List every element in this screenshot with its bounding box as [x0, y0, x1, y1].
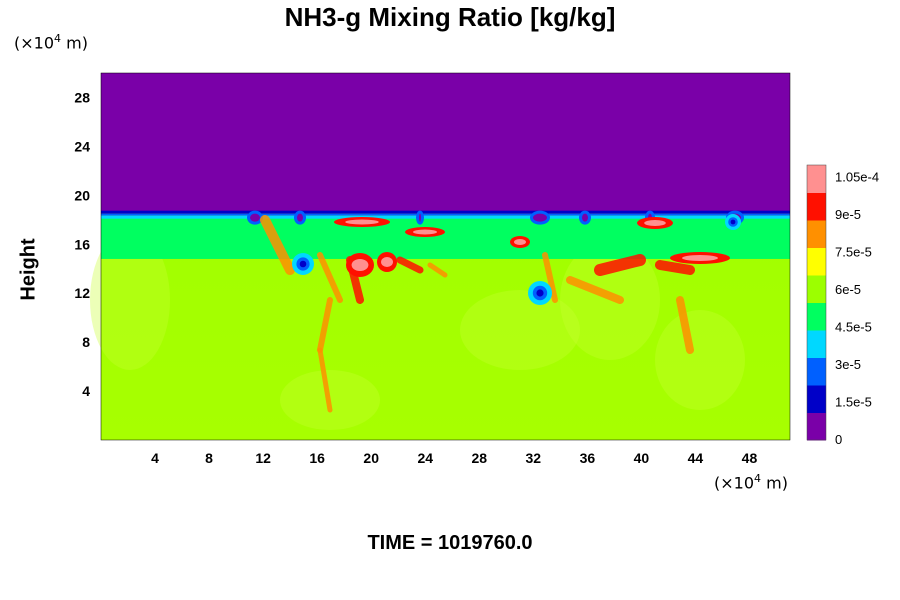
plot-area: [90, 72, 791, 441]
swirl-patch: [460, 290, 580, 370]
plume-streak: [566, 276, 624, 304]
interface-lightblue: [101, 213, 790, 216]
x-tick-label: 44: [688, 450, 704, 466]
colorbar-tick-label: 7.5e-5: [835, 245, 872, 260]
time-label: TIME = 1019760.0: [367, 532, 533, 554]
colorbar-segment: [807, 220, 826, 248]
eddy-center: [730, 219, 736, 225]
colorbar-frame: [806, 164, 827, 441]
colorbar-tick-label: 4.5e-5: [835, 320, 872, 335]
y-tick-label: 20: [74, 187, 90, 203]
y-tick-label: 24: [74, 138, 90, 154]
eddy-center: [299, 260, 307, 268]
plume-streak: [317, 252, 343, 303]
colorbar-segment: [807, 275, 826, 303]
plume-streak: [594, 254, 646, 276]
x-tick-label: 16: [309, 450, 325, 466]
high-blob-core: [345, 219, 379, 225]
interface-blue: [101, 210, 790, 214]
colorbar-segment: [807, 247, 826, 276]
colorbar-tick-label: 1.05e-4: [835, 170, 879, 185]
upper-layer: [101, 73, 790, 214]
plume-streak: [396, 256, 424, 274]
plume-streak: [317, 297, 333, 353]
x-axis-ticks: 4 8 12 16 20 24 28 32 36 40 44 48: [151, 450, 757, 466]
eddy-center: [536, 289, 544, 297]
interface-cyan: [101, 215, 790, 219]
colorbar-segment: [807, 385, 826, 413]
high-blob-core: [514, 239, 526, 245]
plot-frame: [100, 72, 791, 441]
green-band: [101, 217, 790, 259]
chart-title: NH3-g Mixing Ratio [kg/kg]: [284, 2, 616, 32]
y-tick-label: 8: [82, 334, 90, 350]
plume-streak: [655, 260, 695, 275]
colorbar-tick-label: 3e-5: [835, 357, 861, 372]
x-tick-label: 8: [205, 450, 213, 466]
colorbar-segment: [807, 165, 826, 193]
colorbar-segment: [807, 192, 826, 221]
x-tick-label: 36: [580, 450, 596, 466]
swirl-patch: [90, 230, 170, 370]
colorbar-segment: [807, 357, 826, 386]
x-tick-label: 20: [363, 450, 379, 466]
colorbar-tick-label: 6e-5: [835, 282, 861, 297]
y-axis-unit: (×104 m): [14, 32, 88, 53]
plume-streak: [427, 262, 448, 278]
x-tick-label: 12: [255, 450, 271, 466]
plume-streak: [317, 347, 333, 413]
interface-dip-core: [582, 213, 588, 222]
x-tick-label: 32: [526, 450, 542, 466]
y-tick-label: 4: [82, 383, 90, 399]
x-tick-label: 48: [742, 450, 758, 466]
high-blob-core: [644, 220, 666, 226]
high-blob-core: [351, 259, 369, 271]
y-axis-ticks: 4 8 12 16 20 24 28: [74, 89, 90, 399]
y-tick-label: 28: [74, 89, 90, 105]
x-tick-label: 4: [151, 450, 159, 466]
colorbar-segment: [807, 412, 826, 441]
swirl-patch: [655, 310, 745, 410]
interface-dip-core: [419, 213, 421, 222]
colorbar: 0 1.5e-5 3e-5 4.5e-5 6e-5 7.5e-5 9e-5 1.05e-4: [806, 164, 879, 447]
x-tick-label: 40: [634, 450, 650, 466]
x-tick-label: 28: [471, 450, 487, 466]
high-blob-core: [413, 229, 437, 235]
y-tick-label: 16: [74, 236, 90, 252]
y-tick-label: 12: [74, 285, 90, 301]
high-blob-core: [381, 257, 393, 267]
plume-streak: [542, 252, 558, 303]
colorbar-tick-label: 0: [835, 432, 842, 447]
plume-streak: [260, 215, 295, 275]
colorbar-segment: [807, 302, 826, 331]
x-axis-unit: (×104 m): [714, 472, 788, 493]
interface-dip-core: [250, 213, 260, 222]
interface-dip-core: [297, 213, 303, 222]
high-blob-core: [682, 255, 718, 261]
plume-streak: [676, 296, 694, 354]
colorbar-tick-label: 1.5e-5: [835, 395, 872, 410]
x-tick-label: 24: [417, 450, 433, 466]
colorbar-tick-label: 9e-5: [835, 207, 861, 222]
interface-dip-core: [533, 213, 547, 222]
colorbar-segment: [807, 330, 826, 358]
